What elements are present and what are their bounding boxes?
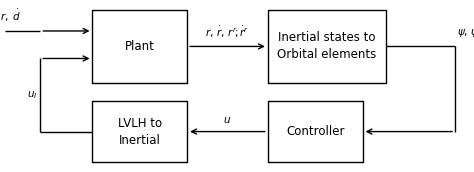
Text: $u_I$: $u_I$ bbox=[27, 89, 38, 101]
Text: Controller: Controller bbox=[286, 125, 345, 138]
Text: $r,\ \dot{d}$: $r,\ \dot{d}$ bbox=[0, 8, 22, 24]
Text: LVLH to
Inertial: LVLH to Inertial bbox=[118, 117, 162, 147]
Bar bbox=[268, 10, 386, 83]
Text: $r,\,\dot{r},\,r^r\!;\dot{r}^r$: $r,\,\dot{r},\,r^r\!;\dot{r}^r$ bbox=[205, 24, 250, 40]
Text: Plant: Plant bbox=[125, 40, 155, 53]
Bar bbox=[92, 101, 187, 162]
Bar bbox=[92, 10, 187, 83]
Text: Inertial states to
Orbital elements: Inertial states to Orbital elements bbox=[277, 31, 377, 61]
Text: $u$: $u$ bbox=[223, 115, 232, 125]
Text: $\psi,\,\psi^r$: $\psi,\,\psi^r$ bbox=[457, 24, 474, 40]
Bar bbox=[268, 101, 363, 162]
